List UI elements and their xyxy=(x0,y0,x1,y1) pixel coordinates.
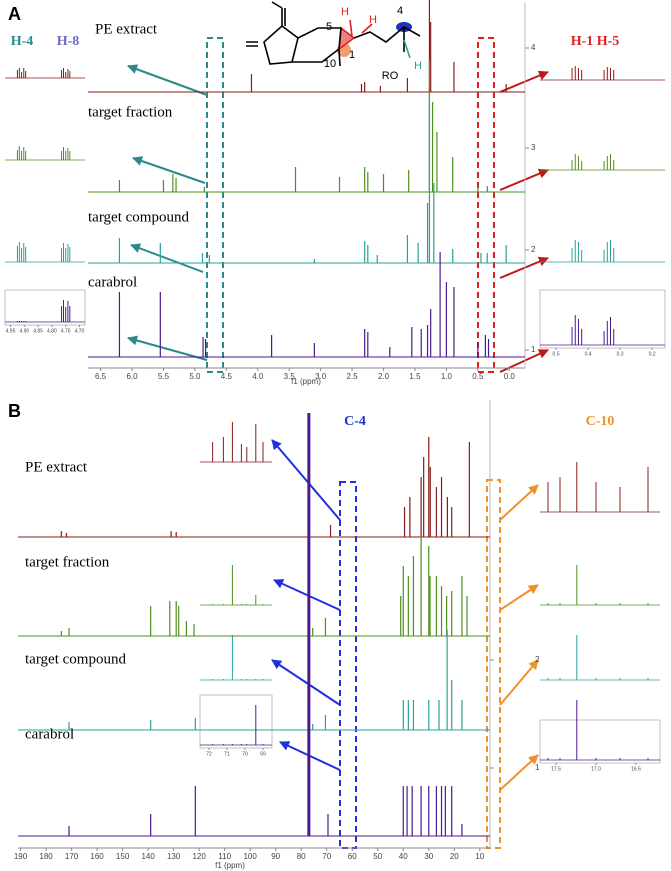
inset-frame xyxy=(539,289,666,349)
inset-x-tick-label: 69 xyxy=(260,751,266,757)
inset-x-tick-label: 0.2 xyxy=(649,351,656,357)
arrows xyxy=(127,64,549,791)
highlight-boxes xyxy=(206,37,501,849)
x-tick-label: 2.0 xyxy=(378,372,390,381)
structure-label: H xyxy=(341,6,349,18)
y-tick-label: 1 xyxy=(531,345,536,354)
structure-label: 10 xyxy=(324,58,336,70)
inset-x-tick-label: 4.90 xyxy=(19,328,29,334)
x-tick-label: 4.0 xyxy=(252,372,264,381)
x-tick-label: 1.0 xyxy=(441,372,453,381)
inset-frame xyxy=(539,719,661,764)
inset-x-tick-label: 17.5 xyxy=(551,766,561,772)
series-label: target compound xyxy=(88,209,189,225)
inset-x-tick-label: 4.80 xyxy=(47,328,57,334)
inset-x-tick-label: 70 xyxy=(242,751,248,757)
series-label: target compound xyxy=(25,651,126,667)
structure-label: 4 xyxy=(397,5,403,17)
x-tick-label: 40 xyxy=(399,852,408,861)
x-tick-label: 3.0 xyxy=(315,372,327,381)
x-tick-label: 5.0 xyxy=(189,372,201,381)
x-tick-label: 30 xyxy=(424,852,433,861)
x-tick-label: 60 xyxy=(348,852,357,861)
x-tick-label: 170 xyxy=(65,852,79,861)
x-tick-label: 180 xyxy=(39,852,53,861)
annotation: C-10 xyxy=(586,414,615,429)
annotation: H-1 H-5 xyxy=(571,34,620,49)
x-tick-label: 120 xyxy=(192,852,206,861)
x-tick-label: 190 xyxy=(14,852,28,861)
x-tick-label: 70 xyxy=(322,852,331,861)
x-tick-label: 1.5 xyxy=(409,372,421,381)
inset-x-tick-label: 72 xyxy=(206,751,212,757)
x-tick-label: 0.0 xyxy=(504,372,516,381)
x-tick-label: 110 xyxy=(218,852,231,861)
annotation: H-4 xyxy=(11,34,34,49)
x-tick-label: 10 xyxy=(475,852,484,861)
x-tick-label: 140 xyxy=(141,852,155,861)
annotation: H-8 xyxy=(57,34,80,49)
x-tick-label: 2.5 xyxy=(347,372,359,381)
panel-label: A xyxy=(8,4,21,24)
structure-label: H xyxy=(369,14,377,26)
series-label: PE extract xyxy=(95,21,158,37)
x-tick-label: 160 xyxy=(90,852,104,861)
series-label: target fraction xyxy=(25,554,110,570)
structure-label: RO xyxy=(382,70,399,82)
x-tick-label: 3.5 xyxy=(284,372,296,381)
x-tick-label: 100 xyxy=(243,852,257,861)
series-label: carabrol xyxy=(25,726,74,742)
inset-x-tick-label: 4.95 xyxy=(6,328,16,334)
annotation: C-4 xyxy=(344,414,366,429)
y-tick-label: 1 xyxy=(535,763,540,772)
structure-label: 1 xyxy=(349,49,355,61)
x-tick-label: 4.5 xyxy=(221,372,233,381)
inset-x-tick-label: 0.3 xyxy=(617,351,624,357)
panel-label: B xyxy=(8,401,21,421)
y-tick-label: 3 xyxy=(531,143,536,152)
x-tick-label: 80 xyxy=(297,852,306,861)
inset-x-tick-label: 17.0 xyxy=(591,766,601,772)
inset-x-tick-label: 71 xyxy=(224,751,230,757)
series-label: target fraction xyxy=(88,104,173,120)
structure-label: 5 xyxy=(326,21,332,33)
y-tick-label: 4 xyxy=(531,43,536,52)
x-tick-label: 0.5 xyxy=(472,372,484,381)
x-tick-label: 6.0 xyxy=(126,372,138,381)
x-tick-label: 50 xyxy=(373,852,382,861)
inset-x-tick-label: 4.85 xyxy=(33,328,43,334)
inset-frame xyxy=(199,694,273,749)
series-label: carabrol xyxy=(88,274,137,290)
inset-frame xyxy=(4,289,86,326)
inset-x-tick-label: 4.75 xyxy=(61,328,71,334)
structure-label: H xyxy=(414,60,422,72)
inset-x-tick-label: 0.4 xyxy=(585,351,592,357)
x-tick-label: 5.5 xyxy=(158,372,170,381)
inset-x-tick-label: 0.5 xyxy=(553,351,560,357)
inset-x-tick-label: 4.70 xyxy=(75,328,85,334)
y-tick-label: 2 xyxy=(531,245,536,254)
y-tick-label: 2 xyxy=(535,655,540,664)
x-axis-label: f1 (ppm) xyxy=(215,861,245,870)
x-tick-label: 90 xyxy=(271,852,280,861)
x-tick-label: 6.5 xyxy=(95,372,107,381)
x-tick-label: 150 xyxy=(116,852,130,861)
structure xyxy=(246,1,421,67)
x-axis-label: f1 (ppm) xyxy=(291,377,321,386)
x-tick-label: 20 xyxy=(450,852,459,861)
x-tick-label: 130 xyxy=(167,852,181,861)
inset-x-tick-label: 16.5 xyxy=(631,766,641,772)
series-label: PE extract xyxy=(25,459,88,475)
